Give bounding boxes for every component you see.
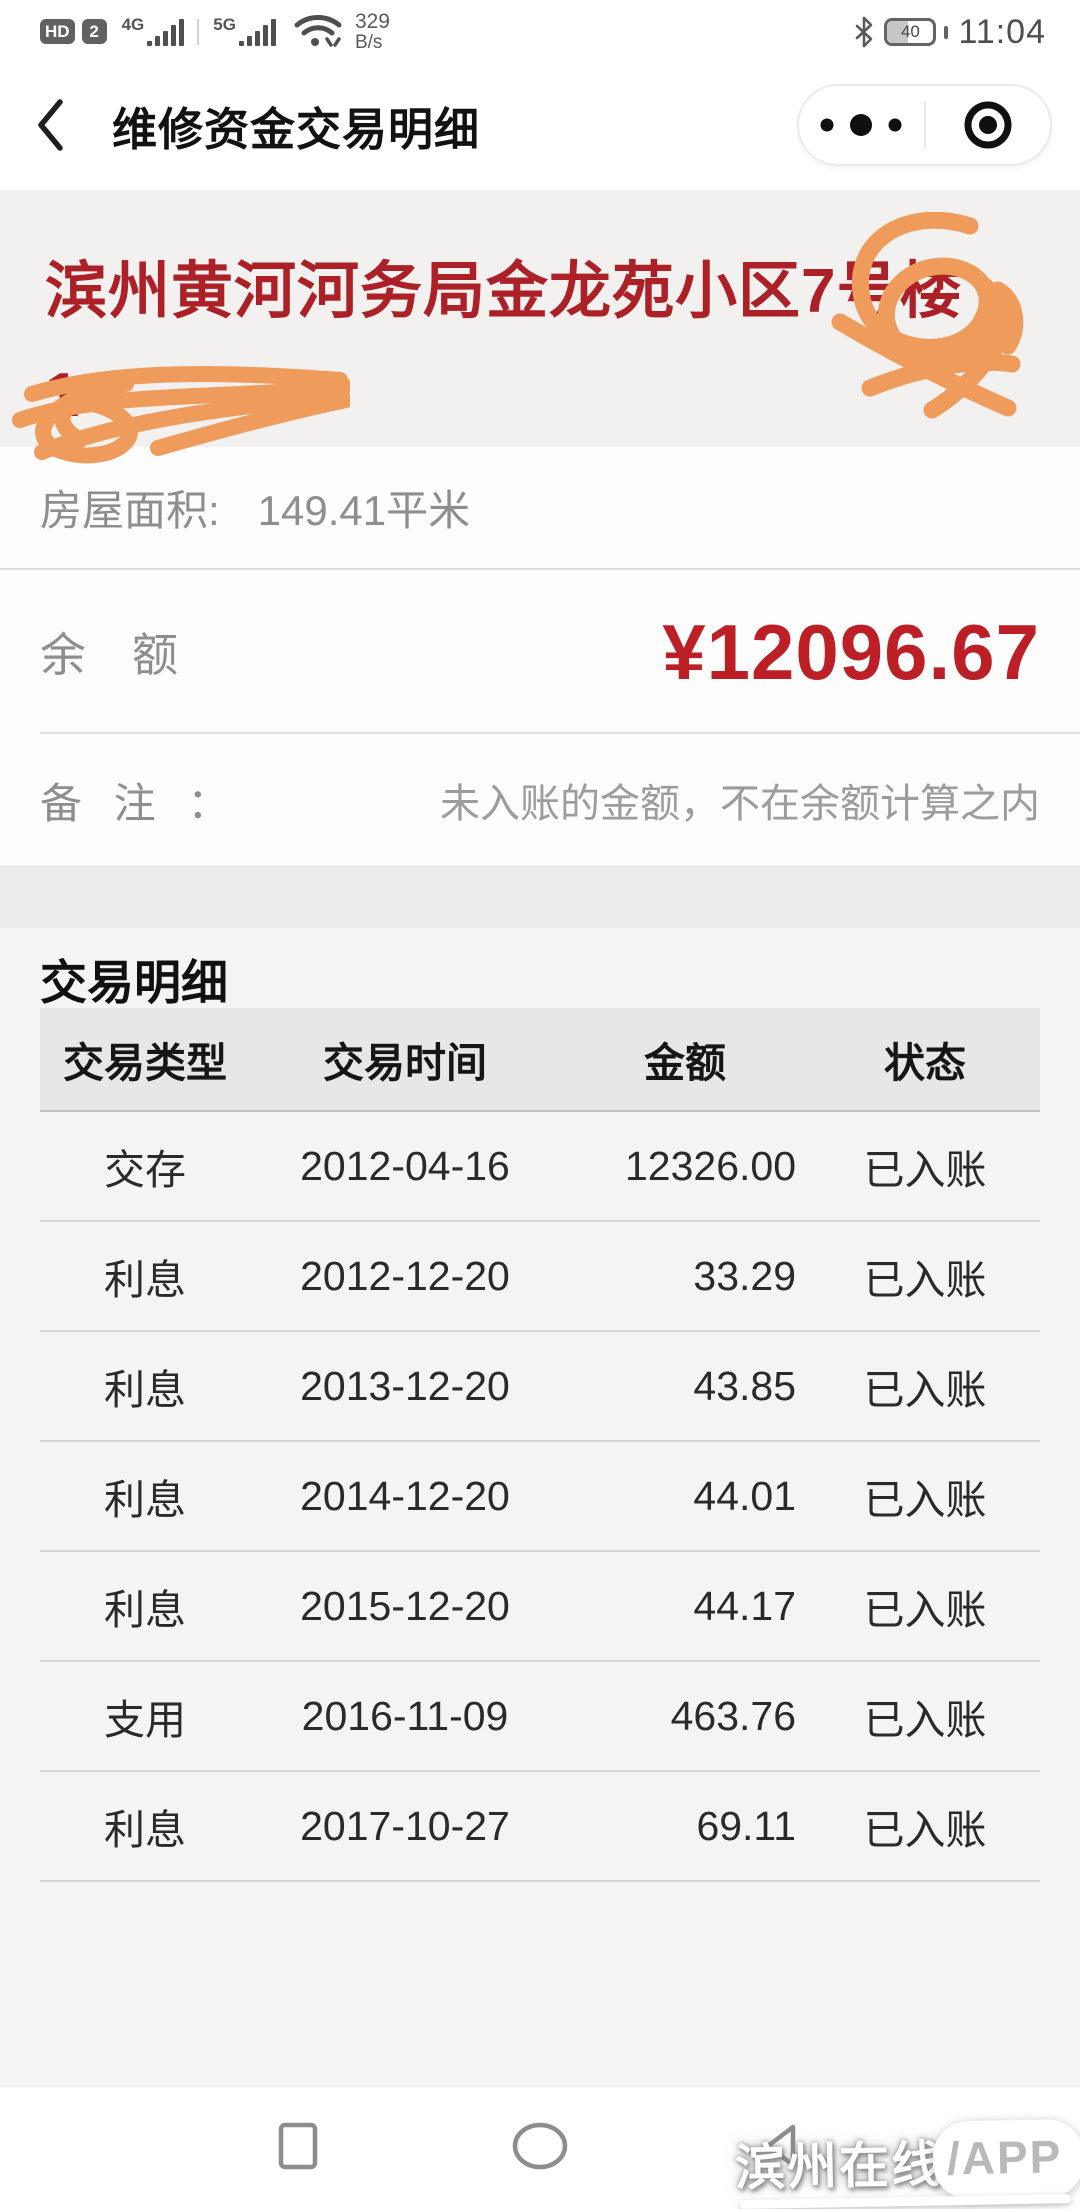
balance-row: 余 额 ¥12096.67 xyxy=(0,570,1080,734)
tx-date: 2017-10-27 xyxy=(300,1802,510,1849)
tx-date: 2012-12-20 xyxy=(300,1252,510,1299)
square-icon xyxy=(278,2122,318,2169)
hd-badge: HD xyxy=(40,19,75,45)
tx-date: 2014-12-20 xyxy=(300,1472,510,1519)
tx-type: 利息 xyxy=(104,1587,186,1633)
tx-amount: 12326.00 xyxy=(624,1142,796,1189)
remark-label: 备 注 ： xyxy=(40,779,240,827)
nav-bar: 维修资金交易明细 xyxy=(0,60,1080,190)
page-title: 维修资金交易明细 xyxy=(112,103,481,155)
speed-unit: B/s xyxy=(354,32,383,54)
triangle-icon xyxy=(765,2124,796,2167)
section-gap xyxy=(0,866,1080,928)
battery-nub xyxy=(944,25,949,39)
tx-type: 交存 xyxy=(104,1147,186,1193)
tx-date: 2015-12-20 xyxy=(300,1582,510,1629)
community-header: 滨州黄河河务局金龙苑小区7号楼 1 xyxy=(0,190,1080,447)
signal-bars-icon xyxy=(238,19,276,47)
tx-amount: 43.85 xyxy=(693,1362,796,1409)
back-chevron-icon xyxy=(38,99,63,151)
tx-amount: 69.11 xyxy=(696,1802,796,1849)
signal-5g: 5G xyxy=(213,16,279,47)
close-circle-icon xyxy=(964,101,1012,149)
miniprogram-capsule xyxy=(797,84,1052,166)
table-row: 利息 2013-12-20 43.85 已入账 xyxy=(40,1332,1040,1442)
remark-row: 备 注 ： 未入账的金额，不在余额计算之内 xyxy=(0,734,1080,866)
clock-time: 11:04 xyxy=(958,12,1046,51)
home-button[interactable] xyxy=(512,2122,568,2170)
tx-date: 2013-12-20 xyxy=(300,1362,510,1409)
battery-level: 40 xyxy=(900,22,920,41)
remark-text: 未入账的金额，不在余额计算之内 xyxy=(440,782,1040,826)
tx-type: 利息 xyxy=(104,1257,186,1303)
recents-button[interactable] xyxy=(271,2122,327,2170)
signal-4g: 4G xyxy=(122,16,188,47)
tx-status: 已入账 xyxy=(863,1697,987,1743)
sim2-badge: 2 xyxy=(81,19,107,45)
signal-bars-icon xyxy=(147,19,185,47)
house-area-row: 房屋面积: 149.41平米 xyxy=(0,447,1080,570)
tx-status: 已入账 xyxy=(863,1807,987,1853)
network-speed: 329 B/s xyxy=(354,10,390,54)
network-4g-label: 4G xyxy=(121,15,145,35)
status-bar: HD 2 4G 5G xyxy=(0,0,1080,60)
back-nav-button[interactable] xyxy=(753,2122,809,2170)
tx-status: 已入账 xyxy=(863,1257,987,1303)
tx-type: 利息 xyxy=(104,1477,186,1523)
balance-label: 余 额 xyxy=(40,629,178,681)
more-dots-icon xyxy=(820,114,902,136)
network-5g-label: 5G xyxy=(213,15,236,35)
speed-value: 329 xyxy=(354,10,390,33)
table-row: 利息 2017-10-27 69.11 已入账 xyxy=(40,1772,1040,1882)
tx-amount: 463.76 xyxy=(670,1692,796,1739)
transactions-title: 交易明细 xyxy=(40,956,228,1009)
tx-amount: 44.01 xyxy=(693,1472,796,1519)
tx-status: 已入账 xyxy=(863,1147,987,1193)
tx-date: 2016-11-09 xyxy=(301,1692,509,1739)
divider xyxy=(40,732,1080,734)
system-nav-bar: 滨州在线 /APP xyxy=(0,2086,1080,2209)
close-miniprogram-button[interactable] xyxy=(926,99,1051,151)
more-menu-button[interactable] xyxy=(799,112,924,138)
wifi-icon xyxy=(294,14,342,47)
tx-status: 已入账 xyxy=(863,1367,987,1413)
battery-icon: 40 xyxy=(884,18,937,46)
col-header-type: 交易类型 xyxy=(63,1040,227,1086)
watermark: 滨州在线 /APP xyxy=(734,2118,1080,2209)
watermark-app: /APP xyxy=(931,2118,1080,2200)
house-area-label: 房屋面积: xyxy=(40,487,220,534)
col-header-status: 状态 xyxy=(884,1040,966,1086)
table-row: 支用 2016-11-09 463.76 已入账 xyxy=(40,1662,1040,1772)
table-body: 交存 2012-04-16 12326.00 已入账 利息 2012-12-20… xyxy=(40,1112,1040,1882)
back-button[interactable] xyxy=(34,97,68,153)
tx-amount: 44.17 xyxy=(693,1582,796,1629)
tx-type: 支用 xyxy=(104,1697,186,1743)
transactions-section: 交易明细 交易类型 交易时间 金额 状态 交存 2012-04-16 12326… xyxy=(0,928,1080,2086)
house-area-value: 149.41平米 xyxy=(257,487,471,534)
tx-status: 已入账 xyxy=(863,1587,987,1633)
circle-icon xyxy=(512,2122,568,2169)
table-row: 利息 2014-12-20 44.01 已入账 xyxy=(40,1442,1040,1552)
table-header: 交易类型 交易时间 金额 状态 xyxy=(40,1008,1040,1112)
tx-type: 利息 xyxy=(104,1367,186,1413)
tx-date: 2012-04-16 xyxy=(300,1142,510,1189)
bluetooth-icon xyxy=(856,16,873,48)
watermark-site: 滨州在线 xyxy=(734,2136,944,2197)
tx-type: 利息 xyxy=(104,1807,186,1853)
transactions-table: 交易类型 交易时间 金额 状态 交存 2012-04-16 12326.00 已… xyxy=(40,1008,1040,1882)
community-title-line1: 滨州黄河河务局金龙苑小区7号楼 xyxy=(45,257,963,326)
tx-amount: 33.29 xyxy=(693,1252,796,1299)
col-header-date: 交易时间 xyxy=(323,1040,487,1086)
col-header-amount: 金额 xyxy=(644,1040,726,1086)
tx-status: 已入账 xyxy=(863,1477,987,1523)
balance-amount: ¥12096.67 xyxy=(662,607,1040,696)
table-row: 利息 2012-12-20 33.29 已入账 xyxy=(40,1222,1040,1332)
table-row: 利息 2015-12-20 44.17 已入账 xyxy=(40,1552,1040,1662)
status-separator xyxy=(197,18,200,45)
table-row: 交存 2012-04-16 12326.00 已入账 xyxy=(40,1112,1040,1222)
capsule-divider xyxy=(923,102,926,148)
battery-fill xyxy=(887,21,909,43)
community-title-line2: 1 xyxy=(45,361,81,430)
